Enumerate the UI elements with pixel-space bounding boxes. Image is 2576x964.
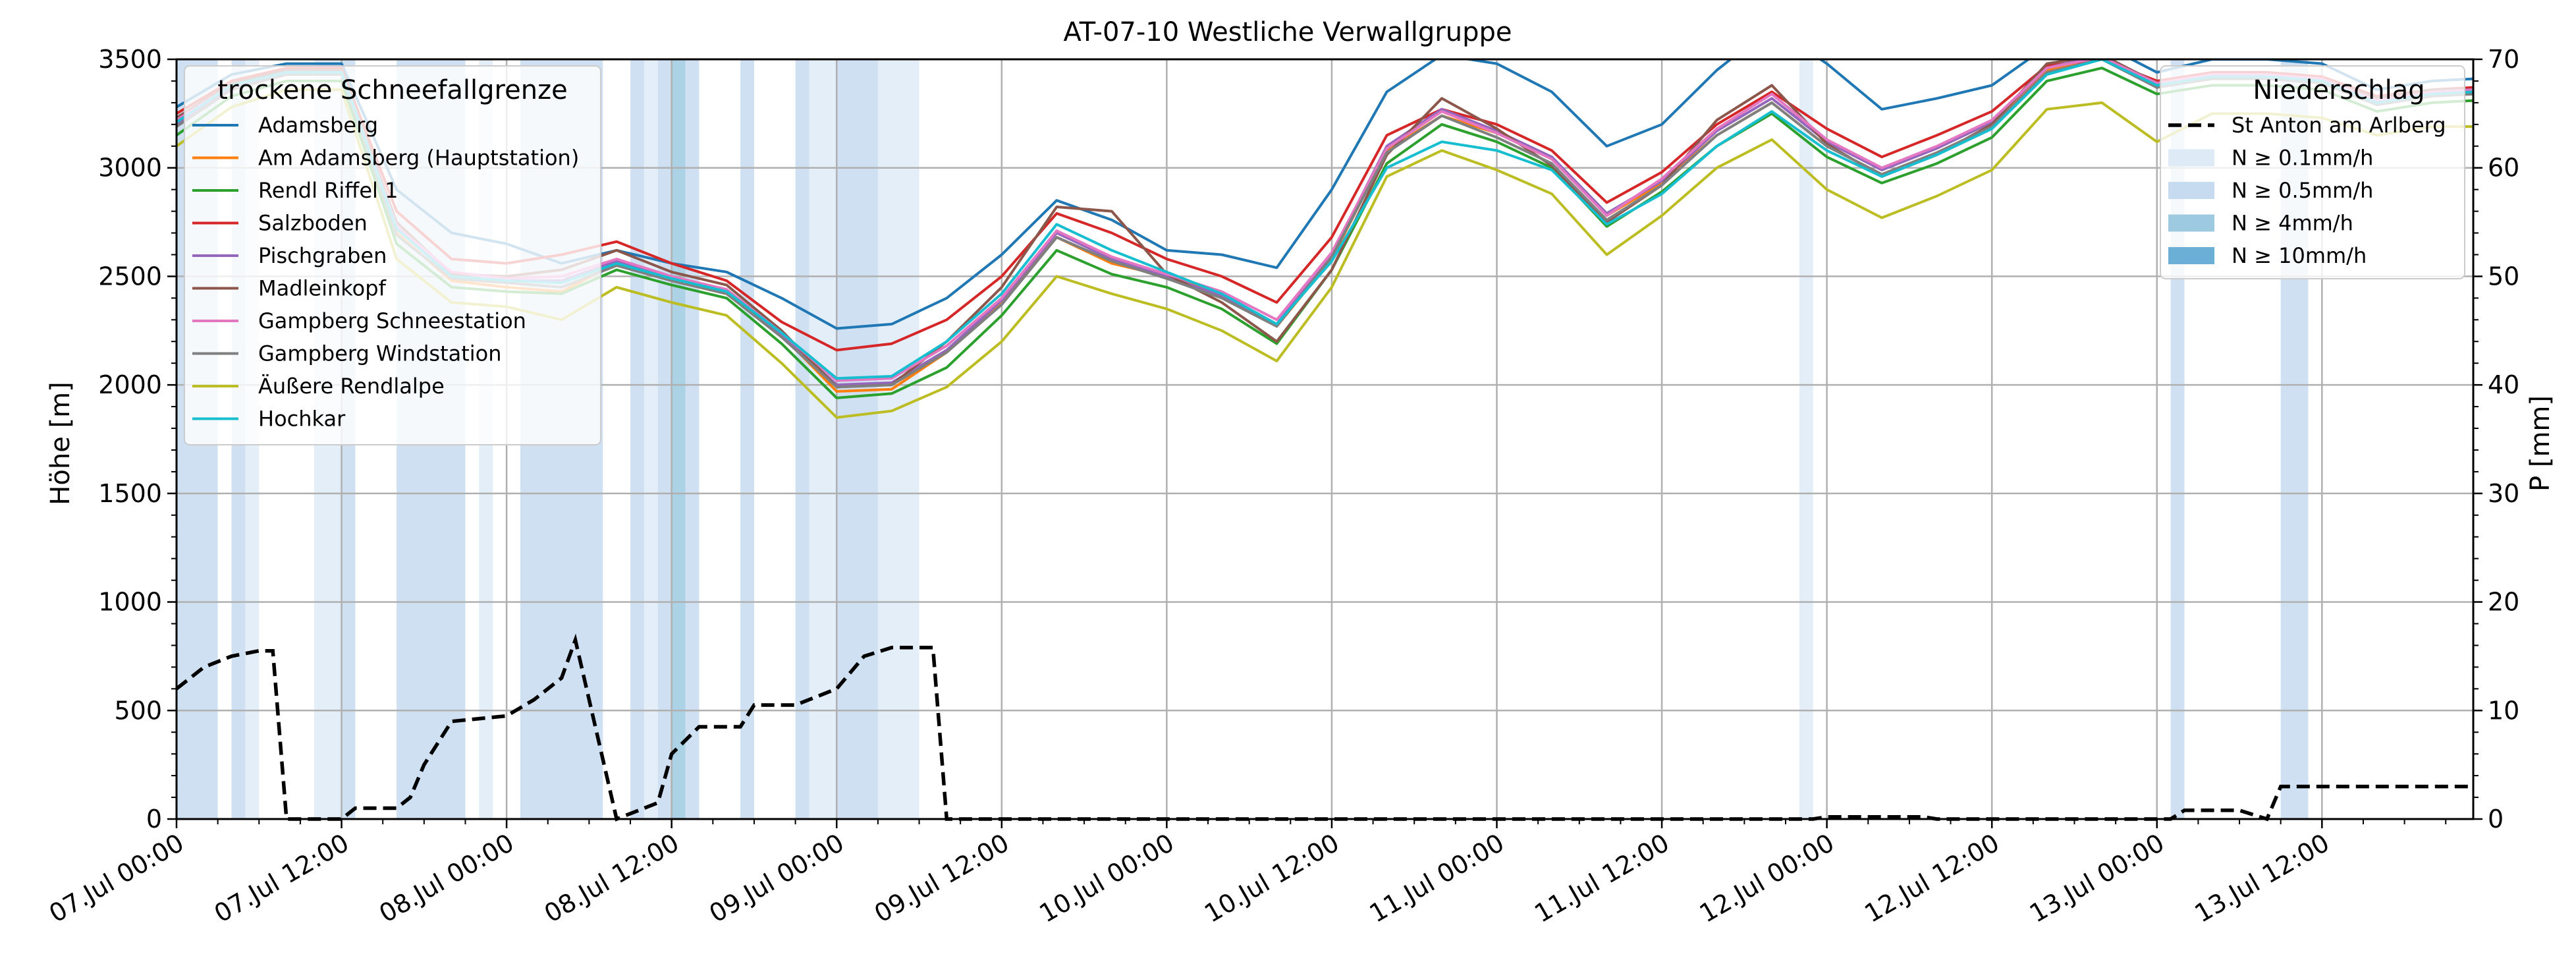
legend-left-label-8: Äußere Rendlalpe — [258, 374, 445, 399]
y-right-tick-label-1: 10 — [2488, 696, 2519, 725]
legend-right-swatch-1 — [2168, 149, 2214, 167]
legend-right-label-3: N ≥ 4mm/h — [2232, 211, 2353, 236]
precip-band-17 — [877, 59, 919, 819]
x-tick-label-3: 08.Jul 12:00 — [539, 828, 684, 928]
legend-right-swatch-2 — [2168, 182, 2214, 199]
legend-left-label-0: Adamsberg — [258, 113, 378, 138]
x-tick-label-13: 13.Jul 12:00 — [2189, 828, 2334, 928]
x-tick-label-12: 13.Jul 00:00 — [2025, 828, 2169, 928]
precip-band-16 — [836, 59, 878, 819]
y-right-tick-label-2: 20 — [2488, 588, 2519, 617]
y-axis-left-title: Höhe [m] — [45, 382, 76, 505]
x-tick-label-8: 11.Jul 00:00 — [1365, 828, 1509, 928]
precip-band-11 — [671, 59, 686, 819]
x-tick-label-7: 10.Jul 12:00 — [1199, 828, 1344, 928]
y-right-tick-label-7: 70 — [2488, 45, 2519, 74]
legend-left-label-1: Am Adamsberg (Hauptstation) — [258, 146, 579, 171]
y-left-minor-ticks — [171, 80, 2479, 799]
y-left-tick-label-6: 3000 — [98, 154, 162, 183]
x-minor-ticks — [217, 819, 2447, 824]
y-left-tick-label-3: 1500 — [98, 479, 162, 508]
y-right-tick-label-5: 50 — [2488, 262, 2519, 291]
legend-left-box — [184, 65, 601, 445]
x-tick-label-10: 12.Jul 00:00 — [1695, 828, 1839, 928]
legend-right-label-4: N ≥ 10mm/h — [2232, 243, 2367, 268]
y-left-tick-label-0: 0 — [146, 805, 162, 834]
legend-right-title: Niederschlag — [2253, 75, 2425, 105]
precip-band-10 — [657, 59, 672, 819]
x-tick-label-5: 09.Jul 12:00 — [869, 828, 1014, 928]
precip-band-8 — [630, 59, 644, 819]
precip-band-13 — [740, 59, 754, 819]
x-tick-label-11: 12.Jul 12:00 — [1859, 828, 2004, 928]
legend-right-label-0: St Anton am Arlberg — [2232, 113, 2446, 138]
x-tick-label-1: 07.Jul 12:00 — [209, 828, 354, 928]
chart-title: AT-07-10 Westliche Verwallgruppe — [1064, 17, 1512, 47]
precip-band-18 — [1799, 59, 1813, 819]
legend-left-label-9: Hochkar — [258, 407, 346, 432]
x-tick-label-2: 08.Jul 00:00 — [374, 828, 518, 928]
legend-right: Niederschlag St Anton am Arlberg N ≥ 0.1mm… — [2160, 65, 2465, 279]
legend-right-swatch-4 — [2168, 247, 2214, 264]
legend-left-label-5: Madleinkopf — [258, 276, 387, 301]
legend-left-label-7: Gampberg Windstation — [258, 341, 502, 366]
plot-frame — [175, 58, 2475, 820]
y-right-tick-label-0: 0 — [2488, 805, 2504, 834]
legend-left-label-3: Salzboden — [258, 211, 368, 236]
y-right-tick-label-3: 30 — [2488, 479, 2519, 508]
y-left-tick-label-4: 2000 — [98, 370, 162, 399]
y-right-tick-label-4: 40 — [2488, 370, 2519, 399]
y-left-tick-label-5: 2500 — [98, 262, 162, 291]
legend-right-label-2: N ≥ 0.5mm/h — [2232, 178, 2373, 203]
legend-left-label-6: Gampberg Schneestation — [258, 308, 526, 333]
legend-right-box — [2160, 65, 2465, 279]
precip-band-15 — [809, 59, 837, 819]
legend-right-label-1: N ≥ 0.1mm/h — [2232, 146, 2373, 171]
x-tick-label-6: 10.Jul 00:00 — [1035, 828, 1179, 928]
precip-band-14 — [795, 59, 809, 819]
precip-band-9 — [644, 59, 658, 819]
x-tick-label-9: 11.Jul 12:00 — [1529, 828, 1674, 928]
y-left-tick-label-7: 3500 — [98, 45, 162, 74]
x-tick-label-4: 09.Jul 00:00 — [704, 828, 848, 928]
legend-left-label-2: Rendl Riffel 1 — [258, 178, 398, 203]
x-tick-label-0: 07.Jul 00:00 — [44, 828, 188, 928]
precip-band-12 — [685, 59, 699, 819]
legend-right-swatch-3 — [2168, 214, 2214, 232]
y-left-tick-label-2: 1000 — [98, 588, 162, 617]
legend-left-title: trockene Schneefallgrenze — [217, 75, 567, 105]
legend-left-label-4: Pischgraben — [258, 243, 387, 268]
y-left-tick-label-1: 500 — [114, 696, 162, 725]
y-right-tick-label-6: 60 — [2488, 154, 2519, 183]
legend-left: trockene Schneefallgrenze Adamsberg Am Ada… — [184, 65, 601, 445]
y-axis-right-title: P [mm] — [2525, 395, 2556, 492]
